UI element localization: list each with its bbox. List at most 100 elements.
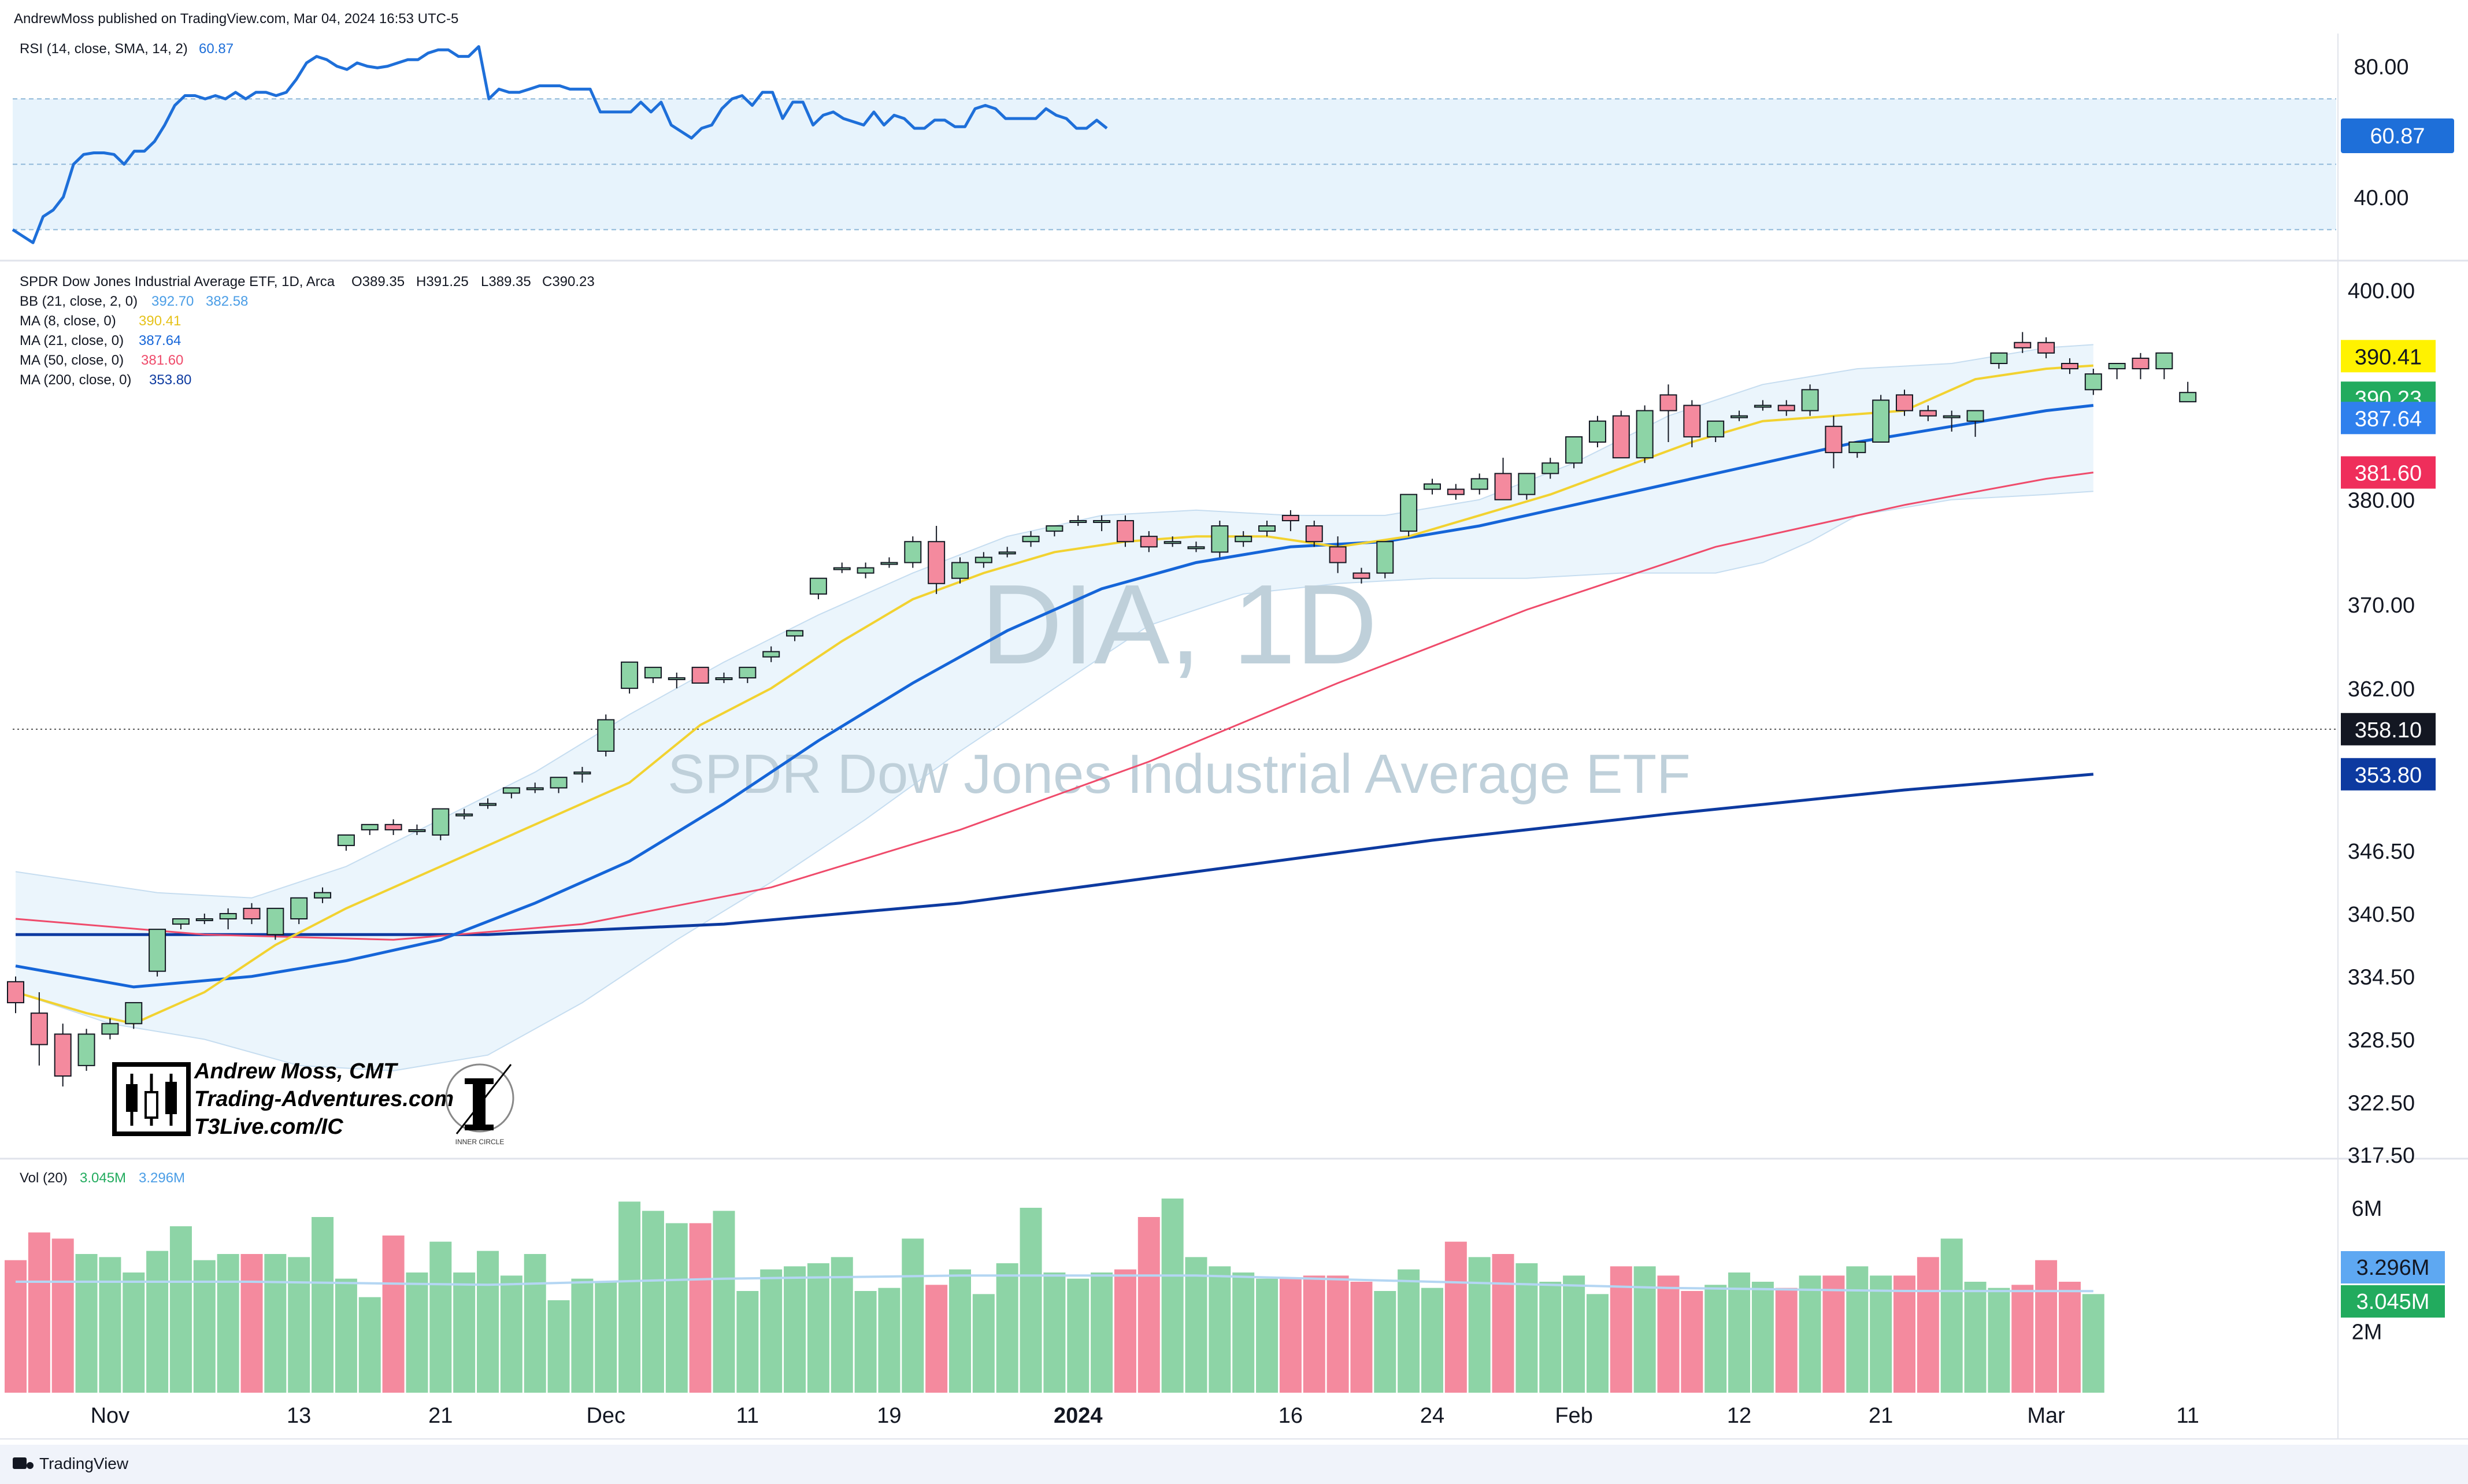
candle (1896, 389, 1913, 416)
volume-bar (665, 1223, 688, 1393)
candle-body (998, 551, 1016, 555)
candle (337, 834, 355, 851)
candle (597, 714, 615, 756)
candle-body (974, 556, 992, 563)
price-tick-label: 328.50 (2348, 1029, 2415, 1053)
volume-bar (760, 1269, 783, 1393)
candle (1872, 395, 1890, 443)
candle (644, 666, 662, 684)
volume-bar (99, 1257, 121, 1393)
candle (1541, 458, 1559, 479)
volume-legend-value: 3.045M (80, 1170, 126, 1186)
candle (1163, 536, 1181, 547)
volume-bar (2082, 1294, 2104, 1393)
bollinger-lower-line (15, 491, 2093, 1071)
candle (857, 562, 874, 578)
candle-body (2037, 342, 2055, 354)
volume-bar (1917, 1257, 1939, 1393)
tradingview-logo-icon[interactable] (13, 1457, 34, 1469)
rsi-value-badge-text: 60.87 (2370, 124, 2425, 149)
rsi-pane[interactable]: 80.00 40.00 RSI (14, close, SMA, 14, 2) 6… (12, 41, 2454, 244)
volume-sma-badge-text: 3.296M (2356, 1256, 2430, 1280)
time-axis[interactable]: Nov 13 21 Dec 11 19 2024 16 24 Feb 12 21 Mar 11 (91, 1404, 2199, 1428)
time-axis-label: 11 (2176, 1404, 2199, 1428)
author-signature: Andrew Moss, CMT Trading-Adventures.com … (112, 1059, 514, 1146)
volume-bar (571, 1278, 594, 1393)
volume-bar (2035, 1260, 2058, 1393)
candle-body (502, 787, 520, 794)
volume-bar (146, 1251, 169, 1393)
volume-value-badge (2341, 1285, 2445, 1318)
rsi-tick-label: 40.00 (2354, 186, 2408, 210)
candle-body (1659, 394, 1677, 411)
volume-bar (1563, 1275, 1585, 1393)
ma50-price-badge (2341, 456, 2436, 489)
candle (1235, 531, 1252, 547)
candle (172, 918, 190, 930)
ohlc-close: C390.23 (542, 274, 595, 290)
candle (1588, 415, 1606, 448)
ma21-legend-value: 387.64 (139, 333, 181, 348)
volume-pane[interactable]: 6M 2M Vol (20) 3.045M 3.296M 3.296M 3.045… (5, 1170, 2445, 1393)
volume-bar (1870, 1275, 1892, 1393)
price-tick-label: 340.50 (2348, 903, 2415, 927)
volume-bar (217, 1254, 239, 1393)
candle (1707, 420, 1725, 442)
volume-bar (1398, 1269, 1420, 1393)
candle (1093, 515, 1111, 532)
candle (1683, 400, 1701, 448)
candle-body (1754, 405, 1772, 408)
volume-bar (784, 1266, 806, 1393)
volume-legend[interactable]: Vol (20) 3.045M 3.296M (20, 1170, 185, 1186)
candle (30, 992, 48, 1066)
candle-body (1281, 514, 1299, 521)
volume-bar (1633, 1266, 1656, 1393)
candle-body (762, 651, 780, 658)
candle (1565, 436, 1583, 469)
candle (880, 557, 898, 568)
time-axis-label: 21 (428, 1404, 453, 1428)
price-pane[interactable]: DIA, 1D SPDR Dow Jones Industrial Averag… (7, 274, 2436, 1168)
volume-bar (335, 1278, 357, 1393)
candle-body (219, 912, 237, 920)
volume-bar (1020, 1208, 1042, 1393)
volume-bar (1728, 1272, 1751, 1393)
candle (125, 1002, 143, 1029)
price-legend[interactable]: SPDR Dow Jones Industrial Average ETF, 1… (20, 274, 595, 388)
price-axis-ticks: 400.00 380.00 370.00 362.00 346.50 340.50 334.… (2348, 279, 2415, 1168)
candle-body (621, 661, 639, 689)
candle (219, 908, 237, 930)
candle (2132, 353, 2150, 380)
price-tick-label: 370.00 (2348, 593, 2415, 618)
volume-bar (1350, 1282, 1373, 1393)
watermark-symbol: DIA, 1D (981, 561, 1377, 688)
bb-legend-upper: 392.70 (151, 294, 194, 309)
time-axis-label: 12 (1727, 1404, 1751, 1428)
volume-bar (1067, 1278, 1090, 1393)
volume-bar (500, 1275, 522, 1393)
candle (1494, 458, 1512, 500)
candlestick-series (7, 332, 2197, 1087)
volume-bar (807, 1263, 829, 1393)
volume-bar (453, 1272, 476, 1393)
bb-legend-title: BB (21, close, 2, 0) (20, 294, 138, 309)
price-tick-label: 322.50 (2348, 1091, 2415, 1115)
volume-bar (429, 1241, 452, 1393)
candle-body (1424, 483, 1441, 490)
bollinger-upper-line (15, 344, 2093, 899)
candle-body (1966, 410, 1984, 422)
ma50-line (15, 472, 2093, 941)
candle-body (337, 834, 355, 847)
rsi-legend-title: RSI (14, close, SMA, 14, 2) (20, 41, 188, 57)
ma21-legend-title: MA (21, close, 0) (20, 333, 124, 348)
ma200-price-badge-text: 353.80 (2355, 763, 2422, 788)
candle-body (691, 666, 709, 684)
rsi-legend[interactable]: RSI (14, close, SMA, 14, 2) 60.87 (20, 41, 234, 57)
candle-body (857, 567, 874, 574)
time-axis-label: Nov (91, 1404, 130, 1428)
ma50-legend-value: 381.60 (141, 353, 183, 368)
footer-brand[interactable]: TradingView (39, 1455, 129, 1472)
price-scale-labels: 390.41 390.23 387.64 381.60 358.10 353.8… (2341, 340, 2436, 791)
candle (1636, 405, 1654, 463)
